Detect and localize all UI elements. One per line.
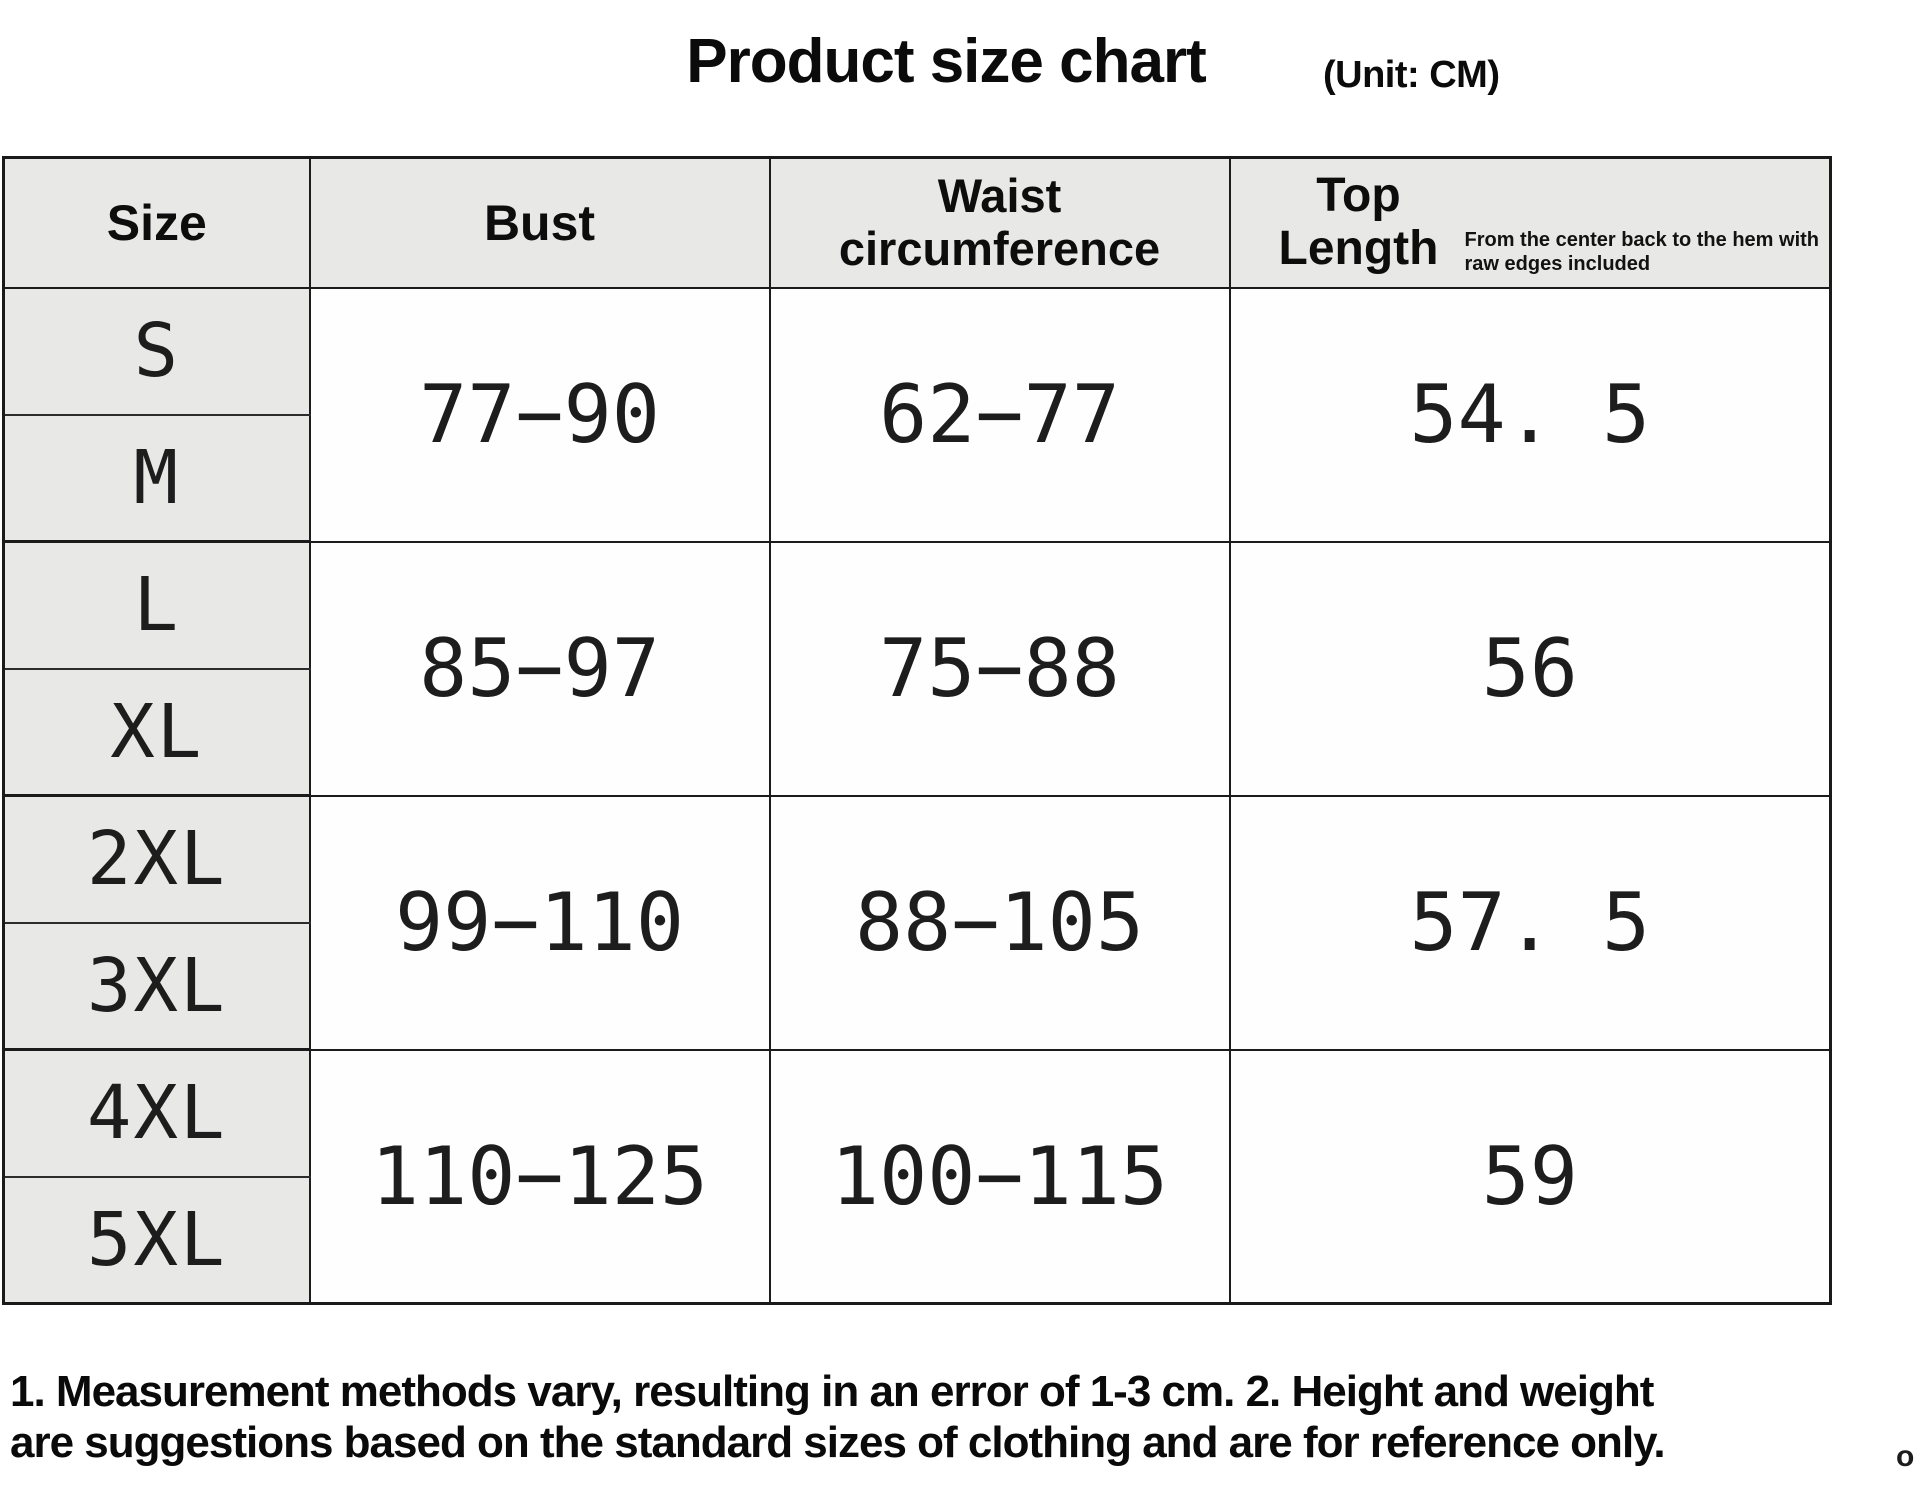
corner-mark: o [1896,1440,1915,1473]
footnote: 1. Measurement methods vary, resulting i… [10,1366,1900,1468]
table-row-m: M [2,413,1831,543]
header-top-length: Top Length From the center back to the h… [1228,156,1832,289]
waist-cell-group1: 62−77 [768,286,1231,543]
size-cell-5xl: 5XL [2,1175,311,1305]
size-cell-s: S [2,286,311,416]
top-length-cell-group1: 54. 5 [1228,286,1832,543]
table-row-l: L 85−97 75−88 56 [2,540,1832,797]
table-row-2xl: 2XL 99−110 88−105 57. 5 [2,794,1832,1051]
header-top-length-wrap: Top Length From the center back to the h… [1232,168,1829,276]
top-length-note-line1: From the center back to the hem with [1464,228,1820,251]
waist-cell-group2: 75−88 [768,540,1231,797]
waist-cell-group4: 100−115 [768,1048,1231,1305]
bust-cell-group2: 85−97 [308,540,771,797]
header-row: Size Bust Waist circumference Top Length… [2,156,1832,289]
top-length-cell-group2: 56 [1228,540,1832,797]
header-waist-label: Waist circumference [838,169,1161,275]
top-length-cell-group4: 59 [1228,1048,1832,1305]
size-chart-table: Size Bust Waist circumference Top Length… [2,156,1832,1305]
footnote-line2: are suggestions based on the standard si… [10,1418,1666,1468]
header-size: Size [2,156,311,289]
size-cell-4xl: 4XL [2,1048,311,1178]
footnote-line1: 1. Measurement methods vary, resulting i… [10,1367,1654,1416]
bust-cell-group1: 77−90 [308,286,771,543]
top-length-note-line2: raw edges included [1464,252,1651,275]
top-length-note: From the center back to the hem with raw… [1465,228,1820,276]
table-row-s: S 77−90 62−77 54. 5 [2,286,1832,543]
header-bust: Bust [308,156,771,289]
size-cell-l: L [2,540,311,670]
waist-cell-group3: 88−105 [768,794,1231,1051]
size-cell-3xl: 3XL [2,921,311,1051]
size-cell-m: M [2,413,311,543]
unit-label: (Unit: CM) [1323,54,1500,96]
bust-cell-group4: 110−125 [308,1048,771,1305]
table-row-5xl: 5XL [2,1175,1831,1305]
bust-cell-group3: 99−110 [308,794,771,1051]
table-row-xl: XL [2,667,1831,797]
page-title: Product size chart [686,27,1206,96]
size-cell-2xl: 2XL [2,794,311,924]
table-row-3xl: 3XL [2,921,1831,1051]
header-top-length-label: Top Length [1278,168,1439,275]
header-waist: Waist circumference [768,156,1231,289]
top-length-cell-group3: 57. 5 [1228,794,1832,1051]
size-cell-xl: XL [2,667,311,797]
table-row-4xl: 4XL 110−125 100−115 59 [2,1048,1832,1305]
